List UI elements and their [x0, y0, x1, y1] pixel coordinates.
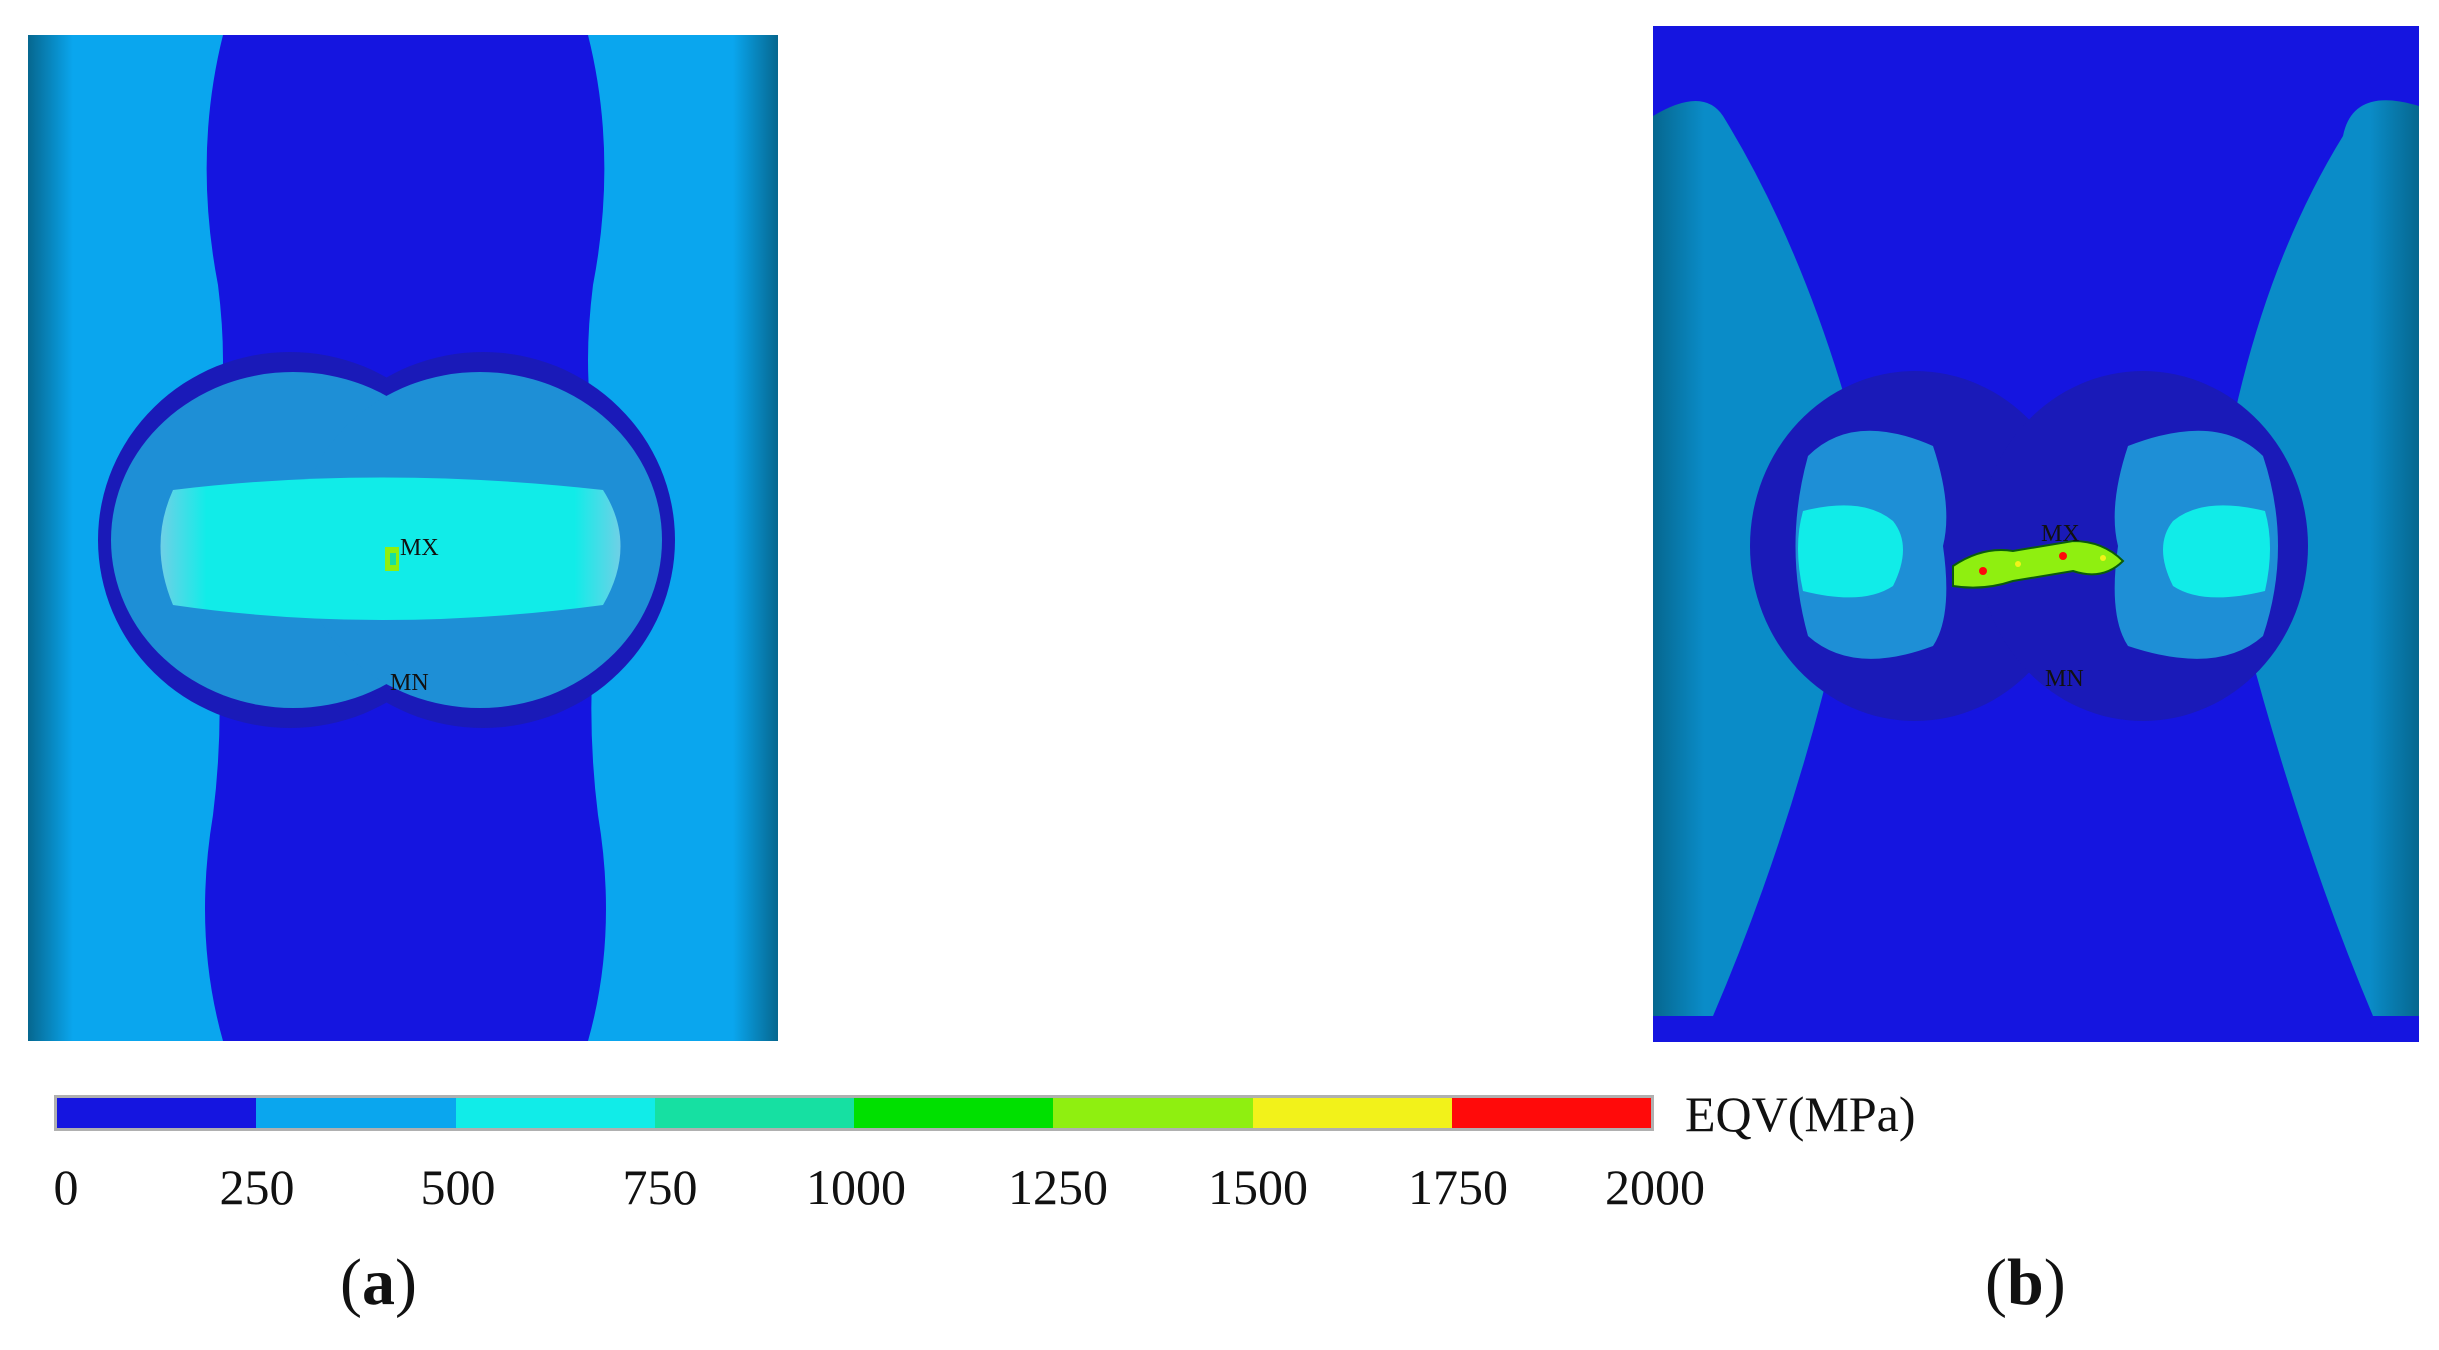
colorbar-tick: 1250 [1008, 1159, 1108, 1215]
colorbar-tick: 1000 [806, 1159, 906, 1215]
side-region-right [2221, 100, 2419, 1017]
caption-a: (a) [340, 1246, 417, 1319]
colorbar-tick: 750 [622, 1159, 698, 1215]
stress-contour-panel-b: MX MN [1653, 26, 2419, 1042]
stress-colorbar [54, 1095, 1654, 1131]
colorbar-band-750-1000 [654, 1098, 854, 1128]
colorbar-tick: 0 [53, 1159, 79, 1215]
contour-plot-a: MX MN [28, 35, 778, 1041]
colorbar-tick: 250 [219, 1159, 295, 1215]
min-node-label: MN [2045, 666, 2084, 692]
caption-b-letter: b [2006, 1246, 2044, 1319]
colorbar-band-1750-2000 [1451, 1098, 1651, 1128]
colorbar-band-0-250 [57, 1098, 257, 1128]
mid-stress-left [1798, 505, 1903, 598]
min-node-label: MN [390, 670, 429, 696]
colorbar-band-250-500 [256, 1098, 456, 1128]
colorbar-tick: 2000 [1605, 1159, 1705, 1215]
low-stress-region-bottom [205, 655, 606, 1041]
max-node-label: MX [2041, 521, 2080, 547]
stress-contour-panel-a: MX MN [28, 35, 778, 1041]
colorbar-tick: 500 [420, 1159, 496, 1215]
low-stress-region-top [206, 35, 605, 425]
colorbar-tick: 1750 [1408, 1159, 1508, 1215]
colorbar-tick: 1500 [1208, 1159, 1308, 1215]
crack-hotspot [1952, 539, 2125, 589]
contour-plot-b: MX MN [1653, 26, 2419, 1042]
colorbar-band-1000-1250 [854, 1098, 1054, 1128]
caption-a-letter: a [361, 1246, 395, 1319]
colorbar-band-1500-1750 [1252, 1098, 1452, 1128]
colorbar-band-1250-1500 [1053, 1098, 1253, 1128]
mid-stress-right [2163, 505, 2270, 598]
max-node-label: MX [400, 535, 439, 561]
caption-b: (b) [1985, 1246, 2066, 1319]
colorbar-unit-label: EQV(MPa) [1685, 1086, 1916, 1142]
colorbar-band-500-750 [455, 1098, 655, 1128]
